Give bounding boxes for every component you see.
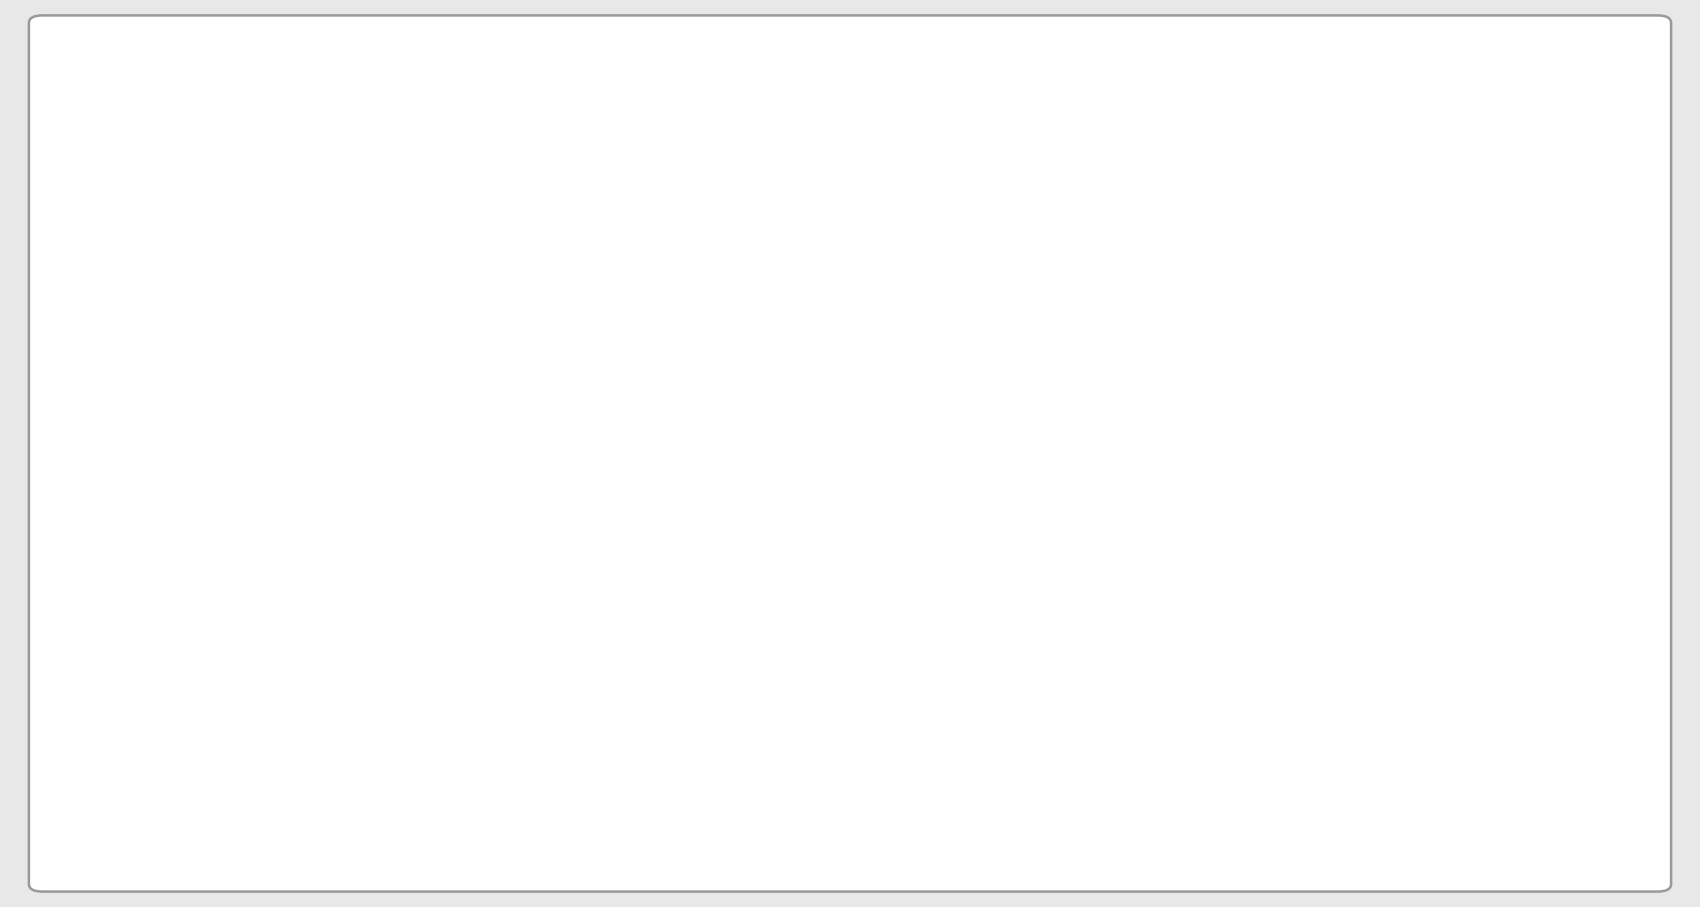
Bar	[362, 81, 461, 131]
Text: 6: 6	[711, 746, 728, 769]
Text: 3. a.: 3. a.	[119, 532, 199, 566]
Text: 6: 6	[604, 619, 627, 654]
Text: CT: CT	[389, 89, 434, 122]
Text: 5c.: 5c.	[714, 87, 768, 122]
Text: 2. Divide because How many _ is in _?: 2. Divide because How many _ is in _?	[119, 423, 808, 457]
Text: 3: 3	[673, 646, 690, 669]
Text: 1: 1	[673, 607, 690, 630]
Bar	[777, 81, 853, 131]
Text: b. 8 pieces because 24 ÷ 3 = 8: b. 8 pieces because 24 ÷ 3 = 8	[196, 309, 765, 344]
Ellipse shape	[323, 485, 520, 658]
Text: ÷: ÷	[651, 719, 682, 754]
Text: Sam Smith: Sam Smith	[1182, 78, 1379, 112]
Text: 1: 1	[604, 719, 627, 754]
Text: pieces in whole: pieces in whole	[711, 619, 1001, 654]
Text: 1. a. 3 pieces because 12 ÷ 4 = 3: 1. a. 3 pieces because 12 ÷ 4 = 3	[153, 214, 767, 249]
Text: 3a.: 3a.	[298, 87, 354, 122]
Text: 1: 1	[711, 707, 728, 730]
Text: = 6: = 6	[604, 532, 668, 566]
Text: Sect 3.8: Sect 3.8	[1182, 121, 1329, 155]
